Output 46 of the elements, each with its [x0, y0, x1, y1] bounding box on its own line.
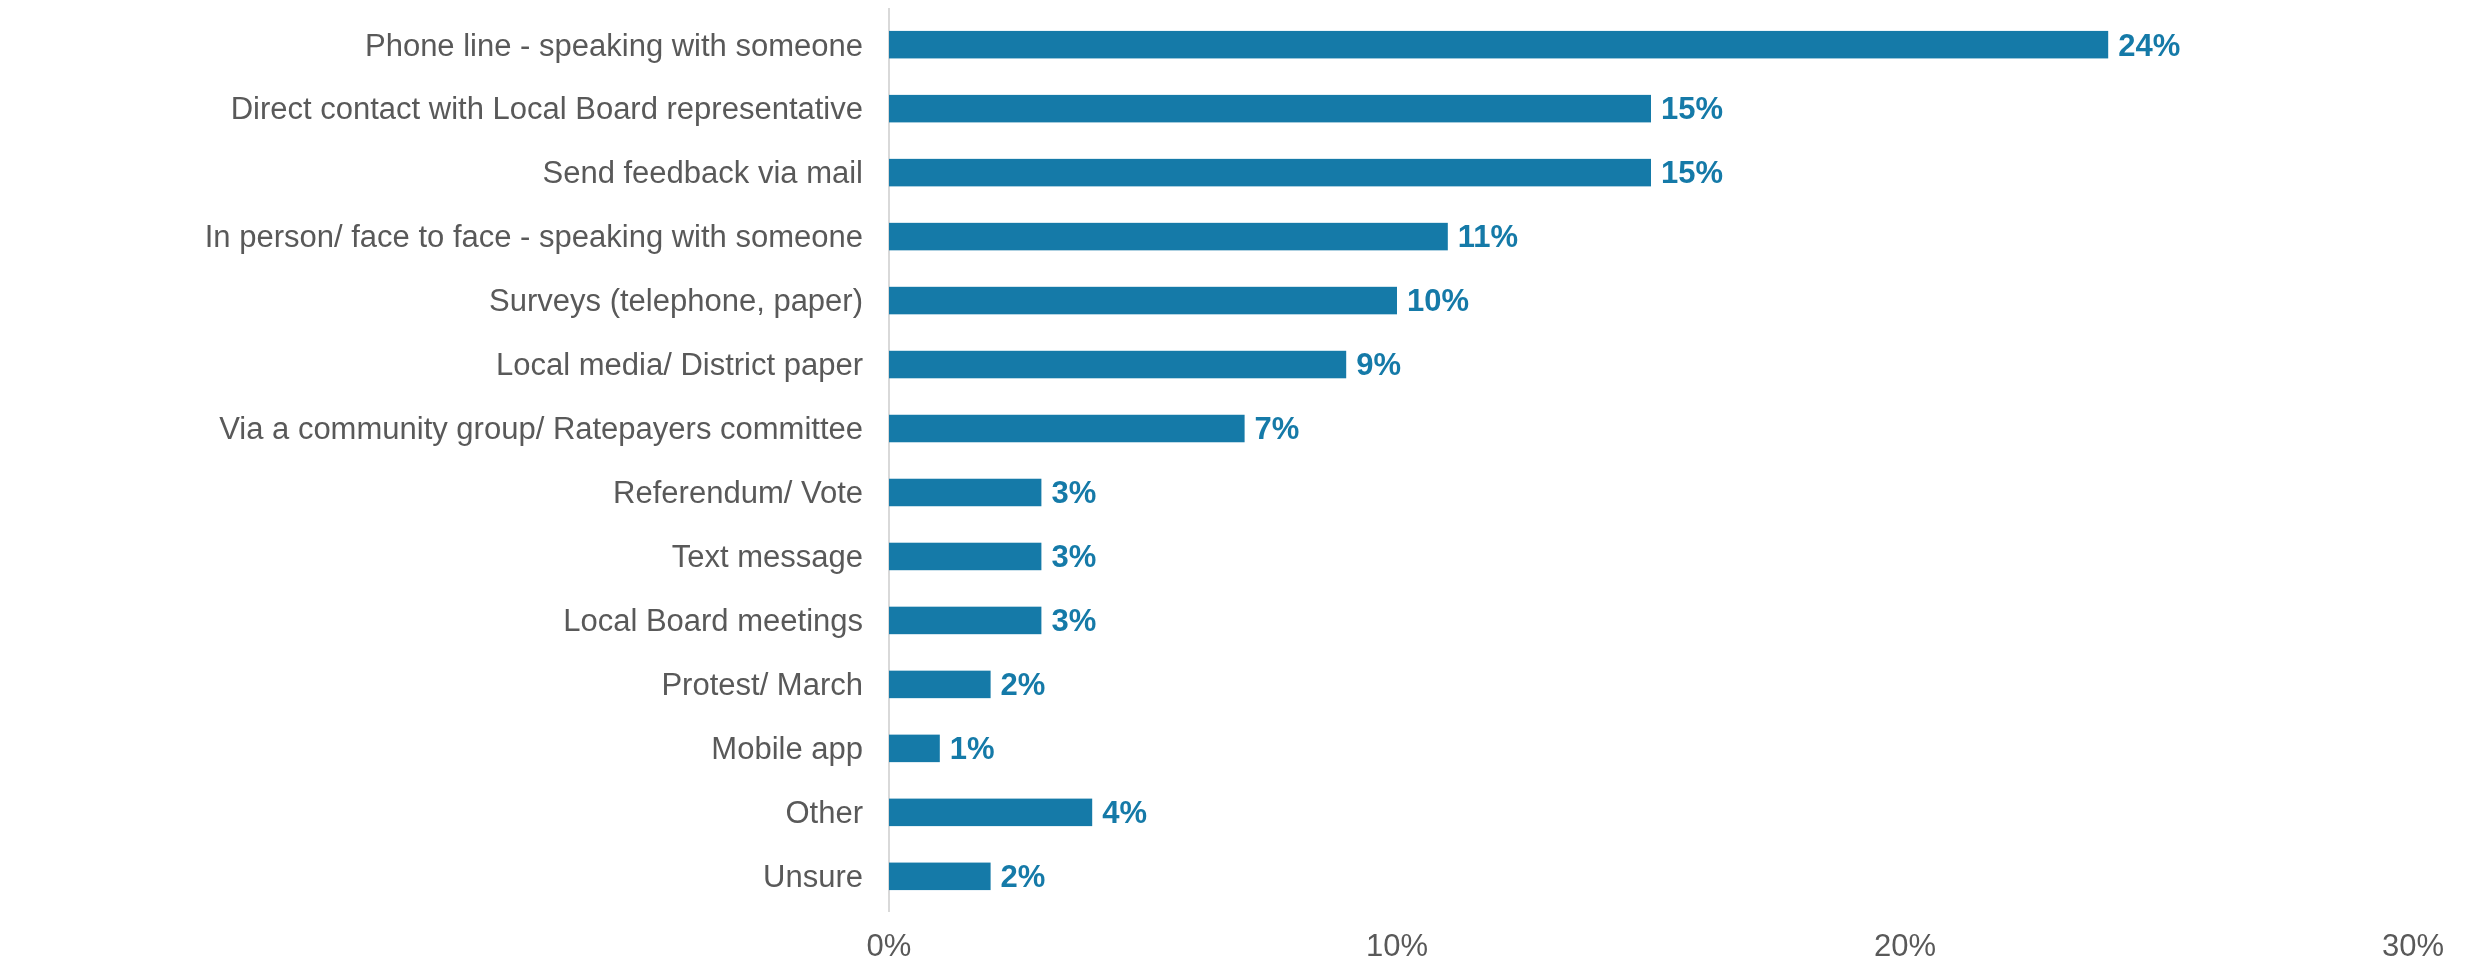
- y-tick-label: Mobile app: [711, 731, 863, 767]
- data-label: 1%: [949, 731, 995, 767]
- y-tick-label: Protest/ March: [661, 667, 863, 703]
- x-tick-label: 30%: [2381, 928, 2445, 963]
- bar: [889, 670, 991, 699]
- data-label: 10%: [1407, 283, 1470, 319]
- bar: [889, 862, 991, 891]
- bar: [889, 94, 1651, 123]
- x-tick-label: 0%: [866, 928, 912, 963]
- data-label: 7%: [1254, 411, 1300, 447]
- y-tick-label: Phone line - speaking with someone: [364, 27, 863, 63]
- bar: [889, 542, 1042, 571]
- data-label: 15%: [1661, 91, 1724, 127]
- y-tick-label: Other: [785, 795, 863, 831]
- x-tick-label: 20%: [1873, 928, 1937, 963]
- bar: [889, 478, 1042, 507]
- data-label: 4%: [1102, 795, 1148, 831]
- data-label: 3%: [1051, 475, 1097, 511]
- x-tick-label: 10%: [1365, 928, 1429, 963]
- bar: [889, 798, 1093, 827]
- bar: [889, 414, 1245, 443]
- bar: [889, 734, 940, 763]
- data-label: 15%: [1661, 155, 1724, 191]
- y-tick-label: Via a community group/ Ratepayers committee: [219, 411, 863, 447]
- bar: [889, 158, 1651, 187]
- data-label: 2%: [1000, 859, 1046, 895]
- data-label: 24%: [2118, 27, 2181, 63]
- y-tick-label: Referendum/ Vote: [613, 475, 863, 511]
- data-label: 9%: [1356, 347, 1402, 383]
- bar: [889, 30, 2109, 59]
- bar: [889, 606, 1042, 635]
- data-label: 3%: [1051, 539, 1097, 575]
- y-tick-label: Unsure: [763, 859, 863, 895]
- bar: [889, 286, 1397, 315]
- data-label: 2%: [1000, 667, 1046, 703]
- data-label: 11%: [1457, 219, 1519, 255]
- y-tick-label: Text message: [671, 539, 863, 575]
- bar: [889, 350, 1347, 379]
- y-tick-label: In person/ face to face - speaking with someone: [204, 219, 863, 255]
- y-tick-label: Send feedback via mail: [542, 155, 863, 191]
- bar: [889, 222, 1448, 251]
- data-label: 3%: [1051, 603, 1097, 639]
- y-tick-label: Direct contact with Local Board representative: [230, 91, 863, 127]
- y-tick-label: Local media/ District paper: [496, 347, 863, 383]
- y-tick-label: Local Board meetings: [563, 603, 863, 639]
- y-tick-label: Surveys (telephone, paper): [489, 283, 863, 319]
